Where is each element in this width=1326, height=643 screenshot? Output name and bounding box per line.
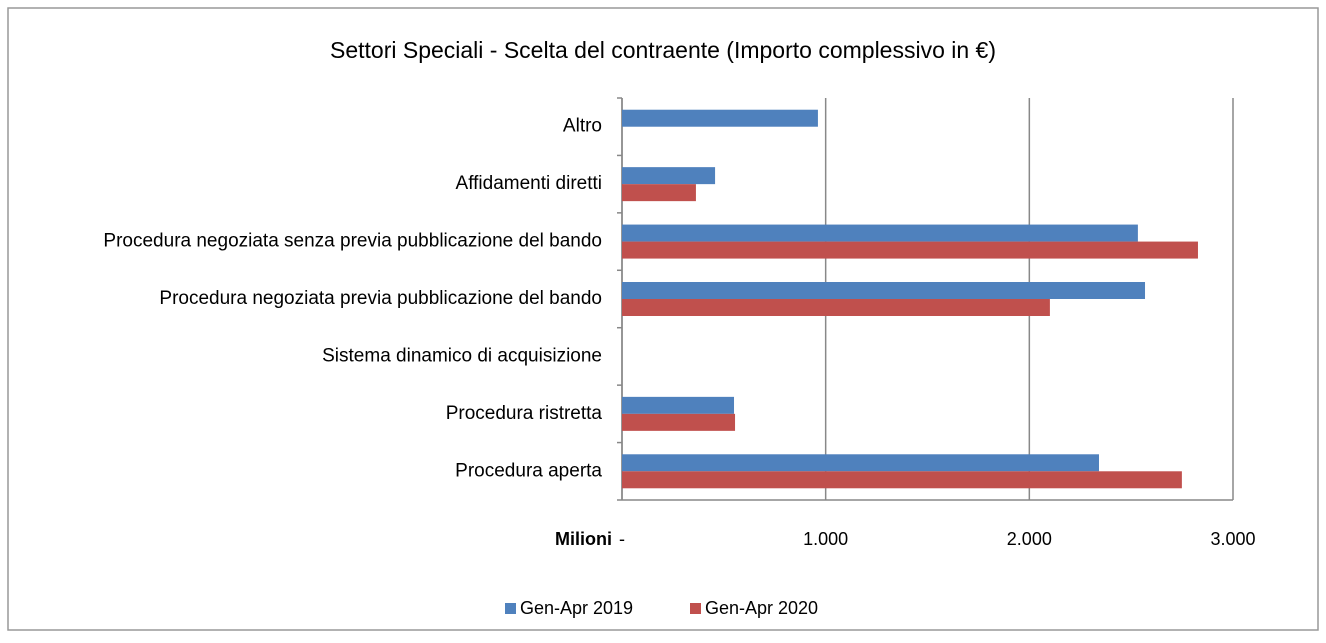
bar bbox=[622, 299, 1050, 316]
bar bbox=[622, 454, 1099, 472]
bar bbox=[622, 396, 735, 414]
y-tick-label: Procedura negoziata previa pubblicazione… bbox=[159, 288, 602, 309]
chart-frame bbox=[7, 7, 1319, 631]
y-tick-label: Procedura aperta bbox=[455, 460, 602, 481]
bar bbox=[622, 413, 736, 431]
y-tick-label: Procedura ristretta bbox=[446, 403, 603, 424]
legend-label: Gen-Apr 2019 bbox=[520, 598, 633, 618]
bar bbox=[622, 184, 696, 202]
y-tick-label: Altro bbox=[563, 116, 602, 137]
bar bbox=[622, 471, 1182, 489]
x-tick-label: 1.000 bbox=[803, 529, 848, 549]
x-tick-label: - bbox=[619, 529, 625, 549]
legend-swatch bbox=[505, 603, 516, 614]
legend-swatch bbox=[690, 603, 701, 614]
legend-label: Gen-Apr 2020 bbox=[705, 598, 818, 618]
bar bbox=[622, 224, 1138, 242]
y-tick-label: Affidamenti diretti bbox=[456, 173, 602, 194]
y-tick-label: Procedura negoziata senza previa pubblic… bbox=[103, 231, 602, 252]
bar bbox=[622, 282, 1146, 299]
bar bbox=[622, 167, 716, 185]
y-tick-label: Sistema dinamico di acquisizione bbox=[322, 345, 602, 366]
chart-title: Settori Speciali - Scelta del contraente… bbox=[330, 37, 996, 63]
x-tick-label: 3.000 bbox=[1210, 529, 1255, 549]
bar bbox=[622, 109, 818, 127]
bar bbox=[622, 241, 1198, 259]
x-axis-label: Milioni bbox=[555, 529, 612, 549]
x-tick-label: 2.000 bbox=[1007, 529, 1052, 549]
